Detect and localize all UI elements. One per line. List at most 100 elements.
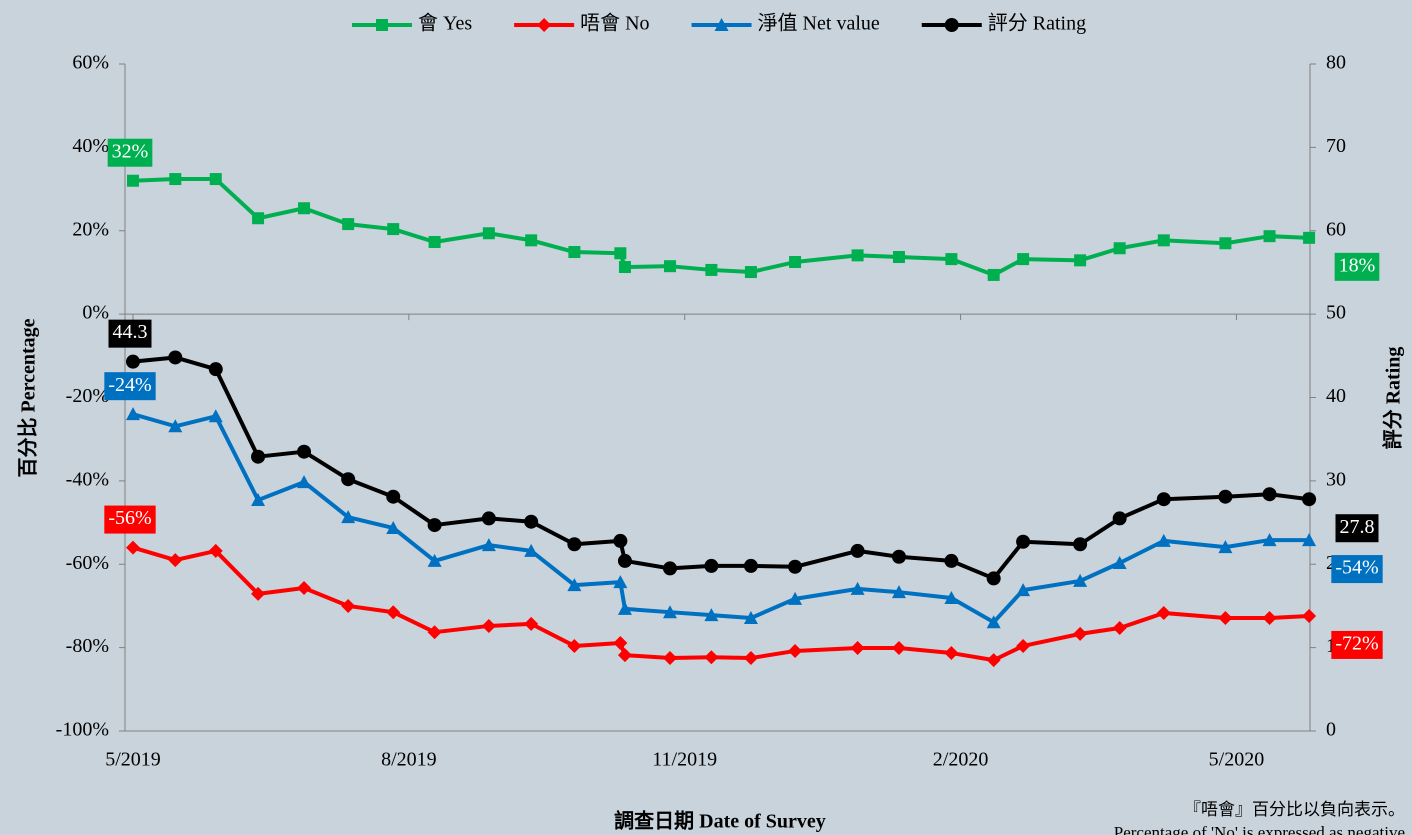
marker	[387, 223, 400, 236]
marker	[851, 249, 864, 262]
data-label: 27.8	[1340, 516, 1375, 538]
series-line	[132, 355, 1310, 581]
marker	[341, 472, 356, 487]
marker	[1074, 254, 1087, 267]
x-tick-label: 5/2019	[105, 749, 161, 771]
marker	[850, 581, 865, 595]
marker	[1262, 533, 1277, 547]
marker	[788, 591, 803, 605]
marker	[789, 256, 802, 269]
marker	[168, 350, 183, 365]
marker	[743, 651, 758, 666]
data-label-box	[1335, 514, 1379, 543]
y-tick-label: -40%	[66, 468, 109, 490]
marker	[481, 618, 496, 633]
marker	[567, 638, 582, 653]
marker	[1112, 621, 1127, 636]
y2-tick-label: 50	[1326, 302, 1346, 324]
data-label: -24%	[108, 374, 151, 396]
x-tick-label: 8/2019	[381, 749, 437, 771]
marker	[568, 246, 581, 259]
marker	[567, 578, 582, 592]
marker	[1262, 611, 1277, 626]
x-tick-label: 5/2020	[1209, 749, 1265, 771]
y-tick-label: 20%	[72, 218, 109, 240]
data-label: 32%	[112, 140, 149, 162]
marker	[525, 234, 538, 247]
marker	[482, 227, 495, 240]
y-tick-label: -80%	[66, 635, 109, 657]
data-label: 44.3	[113, 321, 148, 343]
marker	[743, 611, 758, 625]
y2-tick-label: 80	[1326, 52, 1346, 74]
marker	[1017, 253, 1030, 266]
data-label: -56%	[108, 507, 151, 529]
marker	[127, 174, 139, 187]
marker	[663, 605, 678, 619]
y-tick-label: 40%	[72, 135, 109, 157]
marker	[524, 616, 539, 631]
x-axis-title: 調查日期 Date of Survey	[614, 809, 826, 833]
series-line	[132, 177, 1310, 277]
marker	[1156, 606, 1171, 621]
marker	[892, 251, 905, 264]
marker	[208, 543, 223, 558]
data-label: -54%	[1335, 557, 1378, 579]
marker	[297, 475, 312, 489]
marker	[1112, 555, 1127, 569]
marker	[298, 202, 311, 215]
y2-tick-label: 60	[1326, 218, 1346, 240]
y-axis-title: 百分比 Percentage	[17, 318, 40, 477]
y-tick-label: 0%	[82, 302, 109, 324]
marker	[1302, 608, 1317, 623]
marker	[944, 553, 959, 568]
marker	[386, 605, 401, 620]
marker	[126, 407, 140, 421]
marker	[1073, 626, 1088, 641]
marker	[704, 650, 719, 665]
marker	[427, 553, 442, 567]
marker	[944, 646, 959, 661]
data-label-box	[1331, 630, 1383, 659]
marker	[251, 586, 266, 601]
marker	[1157, 234, 1170, 247]
marker	[252, 212, 265, 225]
marker	[208, 362, 223, 377]
x-tick-label: 11/2019	[652, 749, 717, 771]
marker	[386, 520, 401, 534]
marker	[1302, 492, 1317, 507]
marker	[891, 549, 906, 564]
legend-label: 會 Yes	[418, 12, 472, 35]
marker	[251, 493, 266, 507]
y-tick-label: -100%	[56, 719, 109, 741]
marker	[944, 18, 959, 32]
note: Percentage of 'No' is expressed as negat…	[1114, 823, 1405, 835]
marker	[427, 518, 442, 533]
marker	[341, 598, 356, 613]
y-tick-label: 60%	[72, 52, 109, 74]
note: 『唔會』百分比以負向表示。	[1184, 800, 1405, 819]
marker	[1073, 537, 1088, 552]
marker	[986, 653, 1001, 668]
data-label-box	[104, 505, 156, 534]
series-line	[132, 412, 1310, 625]
marker	[704, 608, 719, 622]
data-label-box	[104, 372, 156, 401]
y2-tick-label: 0	[1326, 719, 1336, 741]
legend-label: 評分 Rating	[988, 12, 1086, 35]
marker	[744, 266, 757, 279]
marker	[705, 263, 718, 276]
marker	[1016, 638, 1031, 653]
marker	[613, 636, 628, 651]
marker	[1263, 230, 1276, 243]
marker	[944, 591, 959, 605]
y2-tick-label: 30	[1326, 468, 1346, 490]
marker	[986, 615, 1001, 629]
marker	[1113, 242, 1126, 255]
marker	[617, 601, 632, 615]
y2-tick-label: 70	[1326, 135, 1346, 157]
marker	[168, 553, 183, 568]
marker	[714, 18, 729, 31]
marker	[945, 253, 958, 266]
